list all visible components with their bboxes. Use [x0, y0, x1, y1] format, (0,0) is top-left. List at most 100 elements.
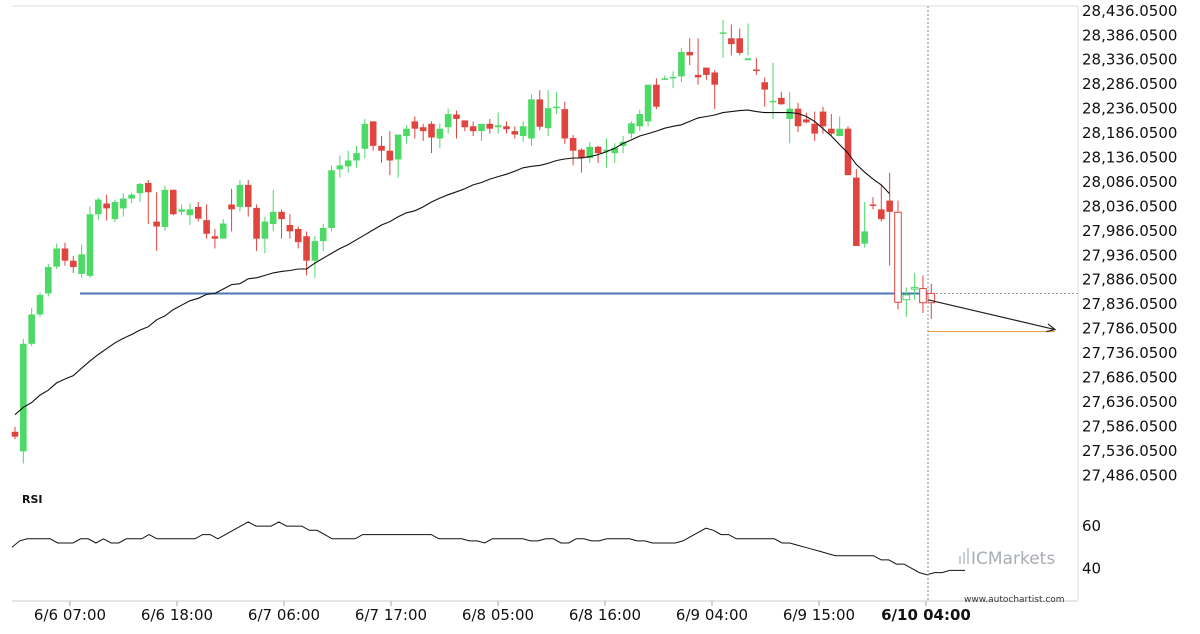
rsi-axis-ticks: 60 40	[1082, 517, 1101, 577]
candle-body	[353, 153, 360, 161]
time-tick-label: 6/8 16:00	[569, 606, 641, 624]
candle	[28, 308, 35, 347]
candle-body	[678, 51, 685, 77]
time-tick-label: 6/9 04:00	[676, 606, 748, 624]
candle-body	[836, 128, 843, 137]
candle	[544, 90, 552, 137]
candle	[536, 90, 544, 131]
candle-body	[910, 287, 919, 290]
candle-body	[28, 314, 35, 344]
candle-body	[503, 126, 510, 130]
rsi-tick-label: 40	[1082, 559, 1101, 577]
candle-body	[161, 189, 169, 227]
candle-body	[528, 99, 535, 139]
candle	[869, 197, 877, 210]
candle	[253, 204, 260, 251]
price-tick-label: 28,236.0500	[1082, 100, 1177, 118]
candle	[569, 135, 577, 166]
candle-body	[544, 108, 552, 129]
candle	[761, 77, 768, 107]
candle	[586, 141, 594, 163]
candle-body	[286, 225, 294, 232]
candle	[319, 224, 327, 251]
candle-body	[128, 194, 135, 199]
moving-average-line	[14, 109, 891, 416]
candle-body	[111, 202, 119, 220]
candle	[853, 169, 860, 247]
candle	[378, 136, 385, 163]
candle	[144, 180, 152, 225]
candle	[128, 192, 135, 204]
candle-body	[244, 184, 252, 207]
candle	[278, 209, 285, 239]
candle	[828, 114, 835, 137]
candle-body	[369, 121, 377, 146]
candle-body	[311, 241, 319, 261]
candle-body	[328, 170, 335, 228]
candle	[136, 182, 144, 203]
candle-body	[869, 204, 877, 206]
candle	[394, 134, 402, 178]
candle	[186, 203, 194, 226]
candle-body	[278, 211, 285, 220]
candle	[844, 126, 852, 176]
candle-body	[819, 111, 827, 127]
candle	[11, 426, 19, 440]
candle-body	[828, 128, 835, 134]
candle-body	[36, 294, 44, 315]
candle-body	[53, 248, 60, 267]
price-tick-label: 27,836.0500	[1082, 295, 1177, 313]
rsi-line	[11, 521, 965, 576]
candle	[653, 78, 660, 110]
candle-body	[453, 114, 460, 119]
candle-body	[594, 146, 602, 154]
candle	[678, 48, 685, 83]
candle	[269, 189, 277, 232]
candle	[661, 75, 669, 80]
candle-body	[436, 128, 444, 139]
candle-body	[119, 198, 127, 209]
candle-body	[728, 38, 735, 45]
candle-body	[661, 78, 669, 80]
price-tick-label: 28,386.0500	[1082, 26, 1177, 44]
candle	[528, 94, 535, 146]
candle	[511, 126, 519, 139]
candle-body	[378, 145, 385, 151]
candle	[686, 38, 694, 66]
candle-body	[20, 343, 27, 452]
price-tick-label: 27,486.0500	[1082, 466, 1177, 484]
candle	[910, 272, 919, 300]
candle	[461, 120, 469, 132]
candle	[303, 231, 310, 276]
candle-body	[469, 126, 477, 132]
candle-body	[411, 121, 419, 129]
candle	[486, 118, 494, 134]
candle	[753, 57, 760, 75]
candle-body	[419, 127, 427, 132]
candle	[786, 92, 793, 144]
candle-body	[203, 220, 210, 234]
candle-body	[686, 51, 694, 56]
price-tick-label: 27,936.0500	[1082, 246, 1177, 264]
logo-bar-2-icon	[963, 552, 965, 564]
candles	[11, 19, 936, 464]
candle	[894, 200, 902, 310]
candle	[103, 194, 110, 221]
candle-body	[494, 125, 502, 128]
candle-body	[78, 254, 85, 274]
candle	[878, 184, 885, 222]
candle-body	[753, 69, 760, 72]
time-tick-label: 6/9 15:00	[783, 606, 855, 624]
candle	[886, 172, 893, 266]
candle	[119, 193, 127, 217]
level-lines	[80, 292, 1078, 333]
time-tick-label: 6/6 18:00	[141, 606, 213, 624]
candle-body	[103, 203, 110, 209]
candle	[20, 338, 27, 464]
time-tick-label: 6/6 07:00	[34, 606, 106, 624]
time-tick-label: 6/7 06:00	[248, 606, 320, 624]
brand-logo: ICMarkets	[959, 548, 1055, 569]
candle-body	[536, 99, 544, 127]
candle	[861, 202, 868, 248]
